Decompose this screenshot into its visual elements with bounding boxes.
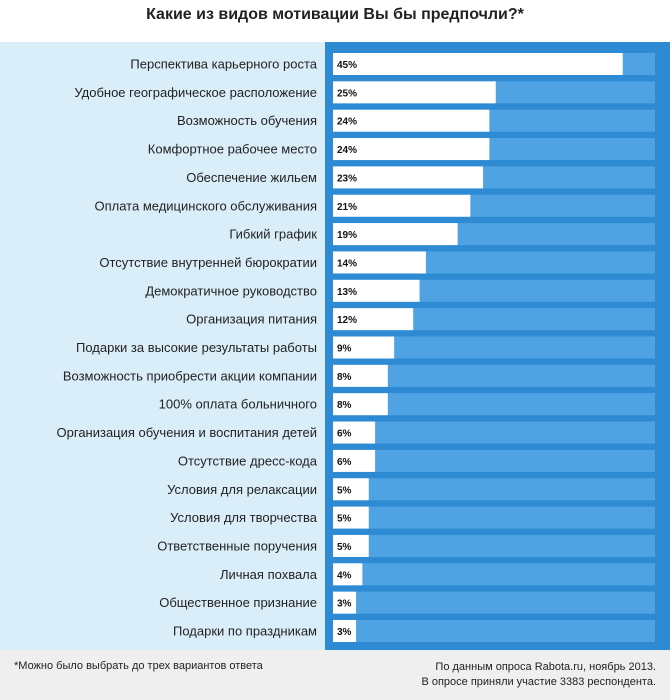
bar-track <box>333 478 655 501</box>
bar <box>333 81 496 104</box>
value-label: 5% <box>337 485 352 496</box>
bar-track <box>333 393 655 416</box>
value-label: 6% <box>337 429 352 440</box>
bar-track <box>333 308 655 331</box>
category-label: Отсутствие дресс-кода <box>178 453 318 468</box>
value-label: 12% <box>337 315 357 326</box>
bar <box>333 223 458 246</box>
bar-track <box>333 336 655 359</box>
footer: *Можно было выбрать до трех вариантов от… <box>0 650 670 700</box>
category-label: Личная похвала <box>220 567 318 582</box>
bar <box>333 591 357 614</box>
bar-chart: 45% Перспектива карьерного роста 25% Удобно… <box>57 53 655 642</box>
bar <box>333 166 484 189</box>
value-label: 5% <box>337 542 352 553</box>
category-label: Гибкий график <box>229 227 317 242</box>
bar <box>333 478 369 501</box>
category-label: Возможность приобрести акции компании <box>63 368 317 383</box>
category-label: Перспектива карьерного роста <box>130 57 317 72</box>
bar <box>333 364 388 387</box>
value-label: 14% <box>337 258 357 269</box>
value-label: 24% <box>337 117 357 128</box>
bar <box>333 336 395 359</box>
category-label: Оплата медицинского обслуживания <box>95 198 318 213</box>
bar <box>333 421 376 444</box>
category-label: Комфортное рабочее место <box>148 142 317 157</box>
value-label: 24% <box>337 145 357 156</box>
source-note: По данным опроса Rabota.ru, ноябрь 2013.… <box>421 660 656 690</box>
bar-track <box>333 534 655 557</box>
bar-track <box>333 591 655 614</box>
labels-panel <box>0 42 325 650</box>
bar-track <box>333 364 655 387</box>
footnote: *Можно было выбрать до трех вариантов от… <box>14 660 263 672</box>
bar <box>333 279 420 302</box>
bar <box>333 620 357 642</box>
value-label: 8% <box>337 372 352 383</box>
bar <box>333 393 388 416</box>
category-label: Организация обучения и воспитания детей <box>57 425 317 440</box>
value-label: 5% <box>337 514 352 525</box>
bar <box>333 534 369 557</box>
category-label: Общественное признание <box>159 595 317 610</box>
value-label: 13% <box>337 287 357 298</box>
bar <box>333 308 414 331</box>
bar-track <box>333 563 655 586</box>
category-label: Условия для релаксации <box>167 482 317 497</box>
value-label: 9% <box>337 344 352 355</box>
chart-title: Какие из видов мотивации Вы бы предпочли… <box>146 6 524 23</box>
value-label: 25% <box>337 88 357 99</box>
bar <box>333 53 623 75</box>
bar-track <box>333 620 655 642</box>
category-label: Обеспечение жильем <box>186 170 317 185</box>
bar-track <box>333 421 655 444</box>
bar-track <box>333 449 655 472</box>
value-label: 4% <box>337 570 352 581</box>
category-label: Демократичное руководство <box>145 283 317 298</box>
category-label: Отсутствие внутренней бюрократии <box>99 255 317 270</box>
bar-track <box>333 506 655 529</box>
category-label: Организация питания <box>186 312 317 327</box>
category-label: Подарки за высокие результаты работы <box>76 340 317 355</box>
value-label: 45% <box>337 60 357 71</box>
bar <box>333 506 369 529</box>
category-label: 100% оплата больничного <box>159 397 317 412</box>
value-label: 23% <box>337 173 357 184</box>
source-line-1: По данным опроса Rabota.ru, ноябрь 2013. <box>435 661 656 673</box>
category-label: Подарки по праздникам <box>173 624 317 639</box>
value-label: 3% <box>337 627 352 638</box>
value-label: 21% <box>337 202 357 213</box>
category-label: Условия для творчества <box>170 510 318 525</box>
bar <box>333 194 471 217</box>
source-line-2: В опросе приняли участие 3383 респондент… <box>421 676 656 688</box>
value-label: 19% <box>337 230 357 241</box>
value-label: 8% <box>337 400 352 411</box>
category-label: Удобное географическое расположение <box>74 85 317 100</box>
bar <box>333 251 426 274</box>
category-label: Возможность обучения <box>177 113 317 128</box>
bar <box>333 563 363 586</box>
bar <box>333 109 490 132</box>
bar <box>333 449 376 472</box>
bar <box>333 138 490 161</box>
category-label: Ответственные поручения <box>157 538 317 553</box>
value-label: 6% <box>337 457 352 468</box>
value-label: 3% <box>337 599 352 610</box>
